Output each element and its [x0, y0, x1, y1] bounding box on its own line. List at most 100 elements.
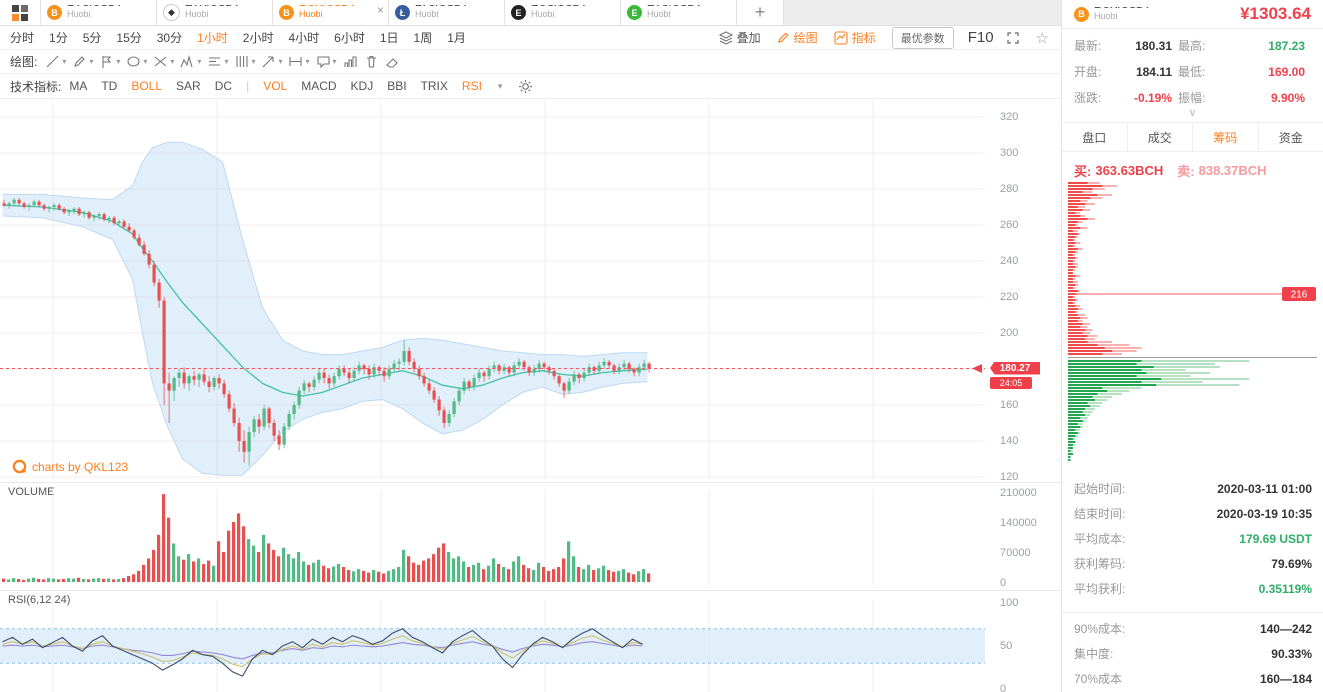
- last-price-tag: 180.27: [990, 361, 1040, 375]
- price-chart-svg[interactable]: [0, 100, 985, 480]
- timeframe-5分[interactable]: 5分: [82, 31, 102, 45]
- price-tick-label: 120: [1000, 471, 1019, 483]
- draw-tool-align-text-icon[interactable]: ▾: [207, 54, 228, 69]
- coin-tab-BTC/USDT[interactable]: B BTC/USDT Huobi: [41, 0, 157, 25]
- timeframe-6小时[interactable]: 6小时: [334, 31, 365, 45]
- price-tick-label: 240: [1000, 255, 1019, 267]
- rsi-chart-svg[interactable]: [0, 600, 985, 692]
- buy-sell-row: 买: 363.63BCH 卖: 838.37BCH: [1062, 152, 1323, 180]
- rsi-tick-label: 50: [1000, 640, 1013, 652]
- indicator-VOL[interactable]: VOL: [263, 79, 288, 93]
- coin-icon: ◆: [163, 4, 180, 21]
- best-params-button[interactable]: 最优参数: [891, 26, 954, 49]
- volume-pane-label: VOLUME: [8, 486, 55, 498]
- price-tick-label: 320: [1000, 111, 1019, 123]
- tab-exchange-label: Huobi: [415, 9, 439, 19]
- caret-down-icon: ▾: [116, 57, 121, 66]
- market-panel-header: B BCH/USDT Huobi ¥1303.64: [1062, 0, 1323, 29]
- rsi-pane-label: RSI(6,12,24): [8, 594, 71, 606]
- draw-tool-cross-line-icon[interactable]: ▾: [153, 54, 174, 69]
- coin-tab-ETC/USDT[interactable]: E ETC/USDT Huobi: [621, 0, 737, 25]
- draw-tool-peaks-icon[interactable]: ▾: [180, 54, 201, 69]
- coin-tabs: B BTC/USDT Huobi ◆ ETH/USDT Huobi B BCH/…: [41, 0, 737, 25]
- collapse-chevron-icon[interactable]: ∨: [1188, 107, 1197, 119]
- draw-tool-trend-line-icon[interactable]: ▾: [45, 54, 66, 69]
- timeframe-2小时[interactable]: 2小时: [242, 31, 274, 45]
- indicator-KDJ[interactable]: KDJ: [350, 79, 374, 93]
- quote-value: -0.19%: [1133, 90, 1172, 105]
- cny-price: ¥1303.64: [1240, 4, 1311, 23]
- coin-tab-LTC/USDT[interactable]: Ł LTC/USDT Huobi: [389, 0, 505, 25]
- indicator-RSI[interactable]: RSI: [461, 79, 482, 93]
- indicator-TD[interactable]: TD: [101, 79, 118, 93]
- indicator-DC[interactable]: DC: [214, 79, 233, 93]
- gear-icon[interactable]: [518, 79, 533, 94]
- quote-label: 最新:: [1074, 39, 1102, 53]
- draw-tool-vertical-lines-icon[interactable]: ▾: [234, 54, 255, 69]
- quote-value: 169.00: [1268, 64, 1305, 79]
- close-icon[interactable]: ×: [376, 3, 384, 17]
- volume-tick-label: 210000: [1000, 487, 1037, 499]
- volume-tick-label: 140000: [1000, 517, 1037, 529]
- overlay-button[interactable]: 叠加: [718, 29, 761, 46]
- draw-tool-trash-icon[interactable]: [364, 54, 379, 69]
- layers-icon: [718, 30, 733, 45]
- timeframe-4小时[interactable]: 4小时: [288, 31, 320, 45]
- timeframe-1周[interactable]: 1周: [413, 31, 433, 45]
- caret-down-icon: ▾: [305, 57, 310, 66]
- draw-tool-callout-icon[interactable]: ▾: [316, 54, 337, 69]
- favorite-star-icon[interactable]: ☆: [1035, 29, 1049, 47]
- coin-tab-BCH/USDT[interactable]: B BCH/USDT Huobi ×: [273, 0, 389, 25]
- timeframe-1小时[interactable]: 1小时: [197, 31, 228, 45]
- panel-tab-资金[interactable]: 资金: [1278, 130, 1303, 145]
- timeframe-1月[interactable]: 1月: [447, 31, 466, 45]
- draw-tool-ellipse-icon[interactable]: ▾: [126, 54, 147, 69]
- price-tick-label: 200: [1000, 327, 1019, 339]
- indicator-SAR[interactable]: SAR: [176, 79, 201, 93]
- draw-tool-pencil-icon[interactable]: ▾: [72, 54, 93, 69]
- volume-tick-label: 0: [1000, 577, 1007, 589]
- fullscreen-button[interactable]: [1006, 31, 1024, 45]
- caret-down-icon: ▾: [170, 57, 175, 66]
- apps-grid-icon[interactable]: [0, 0, 41, 25]
- quote-label: 最高:: [1178, 39, 1206, 53]
- indicator-MA[interactable]: MA: [69, 79, 88, 93]
- panel-tab-盘口[interactable]: 盘口: [1062, 123, 1128, 151]
- draw-tool-price-range-icon[interactable]: ▾: [288, 54, 310, 69]
- timeframe-15分[interactable]: 15分: [116, 31, 142, 45]
- draw-tool-arrow-icon[interactable]: ▾: [261, 54, 282, 69]
- timeframe-1分[interactable]: 1分: [49, 31, 68, 45]
- volume-chart-svg[interactable]: [0, 490, 985, 586]
- indicator-BBI[interactable]: BBI: [387, 79, 407, 93]
- indicator-BOLL[interactable]: BOLL: [131, 79, 163, 93]
- caret-down-icon: ▾: [332, 57, 337, 66]
- indicator-TRIX[interactable]: TRIX: [420, 79, 448, 93]
- add-tab-button[interactable]: +: [737, 0, 784, 25]
- coin-icon: B: [1074, 6, 1089, 22]
- indicator-toolbar: 技术指标: MA TD BOLL SAR DC | VOL MACD KDJ BBI TRIX RSI…: [0, 74, 1061, 99]
- price-tick-label: 160: [1000, 399, 1019, 411]
- timeframe-分时[interactable]: 分时: [10, 31, 35, 45]
- timeframe-30分[interactable]: 30分: [156, 31, 183, 45]
- coin-tab-ETH/USDT[interactable]: ◆ ETH/USDT Huobi: [157, 0, 273, 25]
- coin-tab-EOS/USDT[interactable]: E EOS/USDT Huobi: [505, 0, 621, 25]
- tab-exchange-label: Huobi: [647, 9, 671, 19]
- coin-icon: B: [279, 5, 294, 20]
- f10-button[interactable]: F10: [967, 29, 994, 46]
- draw-tool-histogram-icon[interactable]: [343, 54, 358, 69]
- draw-tool-flag-icon[interactable]: ▾: [99, 54, 120, 69]
- draw-button[interactable]: 绘图: [777, 29, 818, 46]
- indicator-button[interactable]: 指标: [834, 29, 876, 46]
- timeframe-1日[interactable]: 1日: [379, 31, 399, 45]
- indicator-more-caret-icon[interactable]: ▾: [497, 80, 503, 91]
- stat-row: 90%成本: 140—242: [1074, 621, 1312, 637]
- draw-tool-eraser-icon[interactable]: [385, 54, 400, 69]
- panel-tabs: 盘口 成交 筹码 资金: [1062, 122, 1323, 152]
- draw-toolbar-label: 绘图:: [10, 55, 38, 69]
- panel-tab-筹码[interactable]: 筹码: [1193, 123, 1259, 151]
- stat-row: 起始时间: 2020-03-11 01:00: [1074, 481, 1312, 497]
- stat-row: 集中度: 90.33%: [1074, 646, 1312, 662]
- quote-value: 180.31: [1135, 38, 1172, 53]
- indicator-MACD[interactable]: MACD: [301, 79, 337, 93]
- panel-tab-成交[interactable]: 成交: [1128, 123, 1193, 151]
